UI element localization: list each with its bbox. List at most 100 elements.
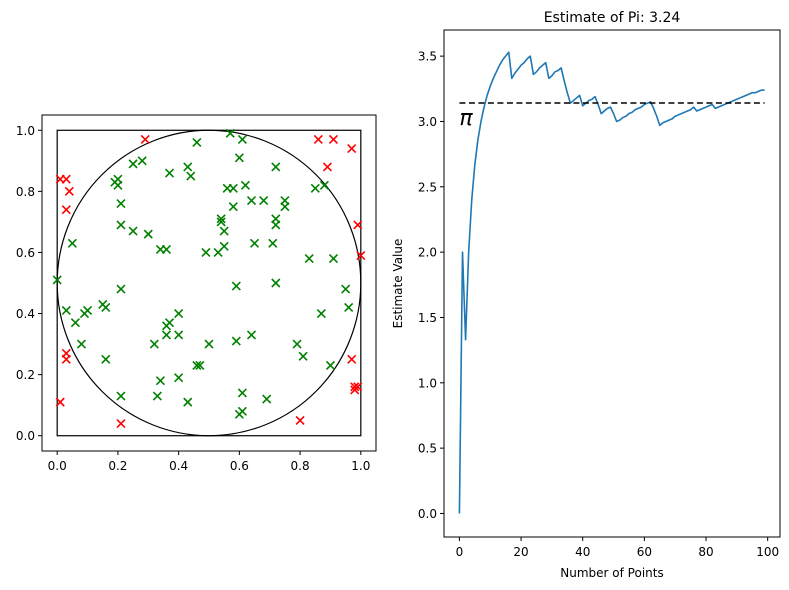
inside-point xyxy=(231,281,241,291)
inside-point xyxy=(271,278,281,288)
y-tick-label: 1.0 xyxy=(418,376,437,390)
line-panel: π 0 20 40 60 80 100 0.0 0.5 1.0 1.5 2.0 2.5 3.0 3.5 Est… xyxy=(391,10,781,580)
inside-point xyxy=(183,162,193,172)
inside-point xyxy=(328,253,339,264)
inside-point xyxy=(116,220,126,230)
inside-point xyxy=(213,247,223,258)
inside-point xyxy=(216,217,226,227)
y-tick-label: 1.5 xyxy=(418,311,437,325)
inside-point xyxy=(246,195,257,206)
pi-label: π xyxy=(459,106,473,131)
y-tick-label: 0.4 xyxy=(16,307,35,321)
outside-point xyxy=(350,382,360,392)
inside-point xyxy=(161,244,172,254)
outside-point xyxy=(313,134,323,145)
outside-point xyxy=(116,418,126,429)
inside-point xyxy=(268,238,278,248)
inside-point xyxy=(161,321,172,331)
inside-point xyxy=(186,171,196,181)
inside-point xyxy=(192,360,202,371)
inside-point xyxy=(249,238,260,248)
y-axis-label: Estimate Value xyxy=(391,239,405,329)
inside-point xyxy=(116,391,126,401)
inside-point xyxy=(128,226,138,236)
inside-point xyxy=(149,339,159,349)
x-tick-label: 80 xyxy=(698,545,713,559)
inside-point xyxy=(228,183,238,193)
y-tick-label: 0.6 xyxy=(16,246,35,260)
y-tick-label: 0.8 xyxy=(16,185,35,199)
inside-point xyxy=(225,128,235,138)
inside-point xyxy=(231,336,241,346)
inside-point xyxy=(152,391,162,401)
inside-point xyxy=(280,202,290,212)
inside-point xyxy=(204,339,214,349)
y-tick-label: 0.0 xyxy=(418,507,437,521)
outside-point xyxy=(350,385,360,395)
inside-point xyxy=(246,330,257,340)
x-tick-label: 0.2 xyxy=(108,459,127,473)
y-tick-label: 2.5 xyxy=(418,180,437,194)
inside-point xyxy=(113,180,123,190)
inside-point xyxy=(262,394,272,404)
inside-point xyxy=(310,183,320,193)
outside-point xyxy=(347,354,357,364)
line-axes-frame xyxy=(443,29,781,538)
inside-point xyxy=(192,137,202,148)
inside-point xyxy=(155,376,165,386)
inside-point xyxy=(325,360,336,371)
x-axis-label: Number of Points xyxy=(560,566,663,580)
inside-point xyxy=(174,330,184,340)
inside-point xyxy=(271,162,281,172)
inside-point xyxy=(174,373,184,383)
y-tick-label: 1.0 xyxy=(16,124,35,138)
inside-point xyxy=(183,397,193,407)
inside-point xyxy=(174,308,184,319)
outside-point xyxy=(61,174,71,184)
inside-point xyxy=(271,220,281,230)
x-tick-label: 100 xyxy=(756,545,779,559)
x-tick-label: 1.0 xyxy=(351,459,370,473)
estimate-line xyxy=(458,51,765,514)
inside-point xyxy=(316,308,326,319)
scatter-panel: 0.0 0.2 0.4 0.6 0.8 1.0 0.0 0.2 0.4 0.6 0.8 1.0 xyxy=(16,114,377,473)
scatter-axes-frame xyxy=(41,114,377,452)
inside-point xyxy=(234,409,244,419)
chart-title: Estimate of Pi: 3.24 xyxy=(544,10,681,26)
inside-point xyxy=(164,168,175,178)
y-tick-label: 3.0 xyxy=(418,115,437,129)
inside-point xyxy=(319,180,329,190)
inside-point xyxy=(67,238,77,248)
inside-point xyxy=(52,275,62,285)
inside-point xyxy=(76,339,87,349)
x-tick-label: 40 xyxy=(575,545,590,559)
outside-point xyxy=(356,250,366,261)
inside-point xyxy=(137,156,147,166)
outside-point xyxy=(328,134,339,145)
inside-point xyxy=(292,339,302,349)
y-tick-label: 0.2 xyxy=(16,368,35,382)
x-tick-label: 0.0 xyxy=(48,459,67,473)
outside-point xyxy=(140,134,150,145)
inside-point xyxy=(79,308,90,319)
inside-point xyxy=(304,253,314,264)
unit-circle xyxy=(56,129,362,437)
x-tick-label: 0 xyxy=(456,545,464,559)
inside-point xyxy=(298,351,308,361)
inside-point xyxy=(228,202,238,212)
outside-point xyxy=(61,354,71,364)
x-tick-label: 0.6 xyxy=(230,459,249,473)
inside-point xyxy=(201,247,211,258)
inside-point xyxy=(70,318,80,328)
inside-point xyxy=(237,134,247,145)
inside-point xyxy=(234,153,244,163)
outside-point xyxy=(322,162,332,172)
inside-point xyxy=(341,284,351,294)
inside-point xyxy=(219,226,229,236)
outside-point xyxy=(295,415,305,426)
inside-point xyxy=(116,284,126,294)
inside-point xyxy=(195,360,205,371)
y-tick-label: 0.5 xyxy=(418,442,437,456)
inside-point xyxy=(101,302,111,313)
